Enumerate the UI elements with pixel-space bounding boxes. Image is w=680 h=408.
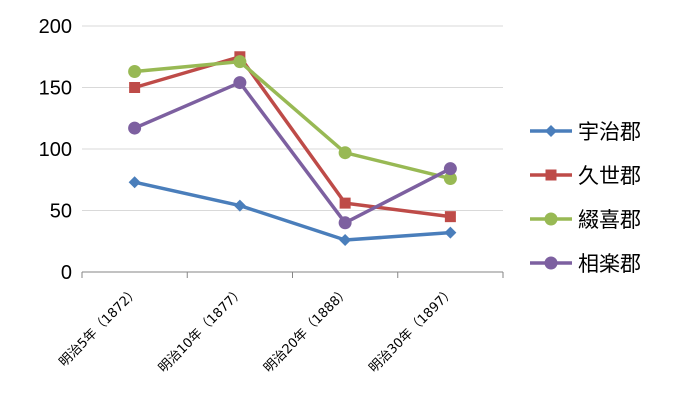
legend-label: 久世郡 — [578, 164, 641, 188]
data-point — [444, 211, 456, 223]
x-tick-label: 明治10年（1877） — [156, 284, 248, 376]
legend-marker — [545, 169, 557, 181]
data-point — [233, 199, 246, 212]
series-layer — [128, 51, 457, 247]
legend-marker — [544, 212, 558, 226]
series-1 — [128, 176, 457, 247]
data-point — [339, 234, 352, 247]
data-point — [129, 82, 141, 93]
y-tick-label: 0 — [61, 262, 72, 284]
data-point — [443, 172, 457, 186]
legend-label: 宇治郡 — [578, 120, 641, 144]
legend-label: 相楽郡 — [578, 252, 641, 276]
data-point — [233, 76, 247, 90]
data-point — [128, 176, 141, 189]
data-point — [233, 55, 247, 69]
y-tick-label: 50 — [50, 201, 72, 223]
data-point — [444, 226, 457, 239]
legend-marker — [545, 125, 557, 137]
legend-item: 久世郡 — [530, 164, 641, 188]
data-point — [443, 162, 457, 176]
x-tick-label: 明治30年（1897） — [367, 284, 459, 376]
data-point — [338, 216, 352, 230]
grid-layer — [82, 25, 503, 273]
series-line — [132, 180, 453, 242]
legend-item: 相楽郡 — [530, 252, 641, 276]
series-line — [132, 59, 453, 181]
series-line — [132, 55, 453, 219]
data-point — [338, 146, 352, 160]
series-3 — [128, 55, 457, 186]
series-4 — [128, 76, 457, 230]
legend-label: 綴喜郡 — [578, 208, 641, 232]
axis-layer: 0 50 100 150 200 明治5年（1872） 明治10年（1877） 明治20年（1… — [39, 16, 504, 376]
x-tick-label: 明治20年（1888） — [261, 284, 353, 376]
series-2 — [129, 51, 456, 223]
series-line — [132, 80, 453, 225]
legend-item: 綴喜郡 — [530, 208, 641, 232]
data-point — [339, 197, 351, 209]
legend-item: 宇治郡 — [530, 120, 641, 144]
y-tick-label: 200 — [39, 16, 72, 38]
y-tick-label: 100 — [39, 139, 72, 161]
y-tick-label: 150 — [39, 78, 72, 100]
data-point — [128, 65, 142, 79]
legend-marker — [544, 256, 558, 270]
data-point — [128, 121, 142, 135]
x-tick-label: 明治5年（1872） — [57, 284, 143, 370]
